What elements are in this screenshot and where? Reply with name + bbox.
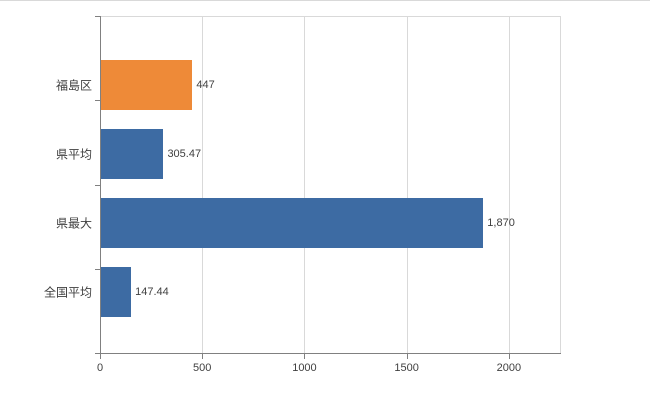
bar-0	[101, 60, 193, 111]
x-axis-tick-label: 500	[193, 362, 212, 374]
y-axis-tick	[95, 353, 100, 354]
gridline-x-2000	[508, 16, 510, 353]
x-axis-tick-label: 1000	[292, 362, 317, 374]
bar-value-label: 447	[196, 79, 215, 92]
plot-border-top	[100, 16, 560, 17]
gridline-x-1000	[304, 16, 306, 353]
category-label: 県平均	[55, 147, 92, 162]
x-axis-tick	[508, 354, 510, 359]
plot-border-right	[560, 16, 561, 353]
category-label: 福島区	[55, 78, 92, 93]
bar-value-label: 147.44	[135, 285, 169, 298]
x-axis-tick-label: 0	[96, 362, 104, 374]
bar-value-label: 305.47	[167, 148, 202, 161]
bar-3	[101, 266, 132, 317]
category-label: 全国平均	[43, 285, 92, 300]
x-axis-tick-label: 1500	[394, 362, 419, 374]
x-axis-tick	[304, 354, 306, 359]
bar-1	[101, 129, 164, 180]
x-axis-tick-label: 2000	[496, 362, 522, 374]
bar-2	[101, 197, 484, 248]
gridline-x-1500	[406, 16, 408, 353]
y-axis-tick	[95, 100, 100, 102]
y-axis-tick	[95, 268, 100, 270]
x-axis-line	[100, 353, 561, 354]
y-axis-tick	[95, 16, 100, 17]
category-label: 県最大	[55, 216, 92, 231]
x-axis-tick	[406, 354, 408, 359]
bar-value-label: 1,870	[487, 216, 515, 229]
y-axis-line	[100, 16, 101, 354]
gridline-x-500	[202, 16, 204, 353]
x-axis-tick	[100, 354, 101, 359]
y-axis-tick	[95, 184, 100, 186]
x-axis-tick	[202, 354, 204, 359]
